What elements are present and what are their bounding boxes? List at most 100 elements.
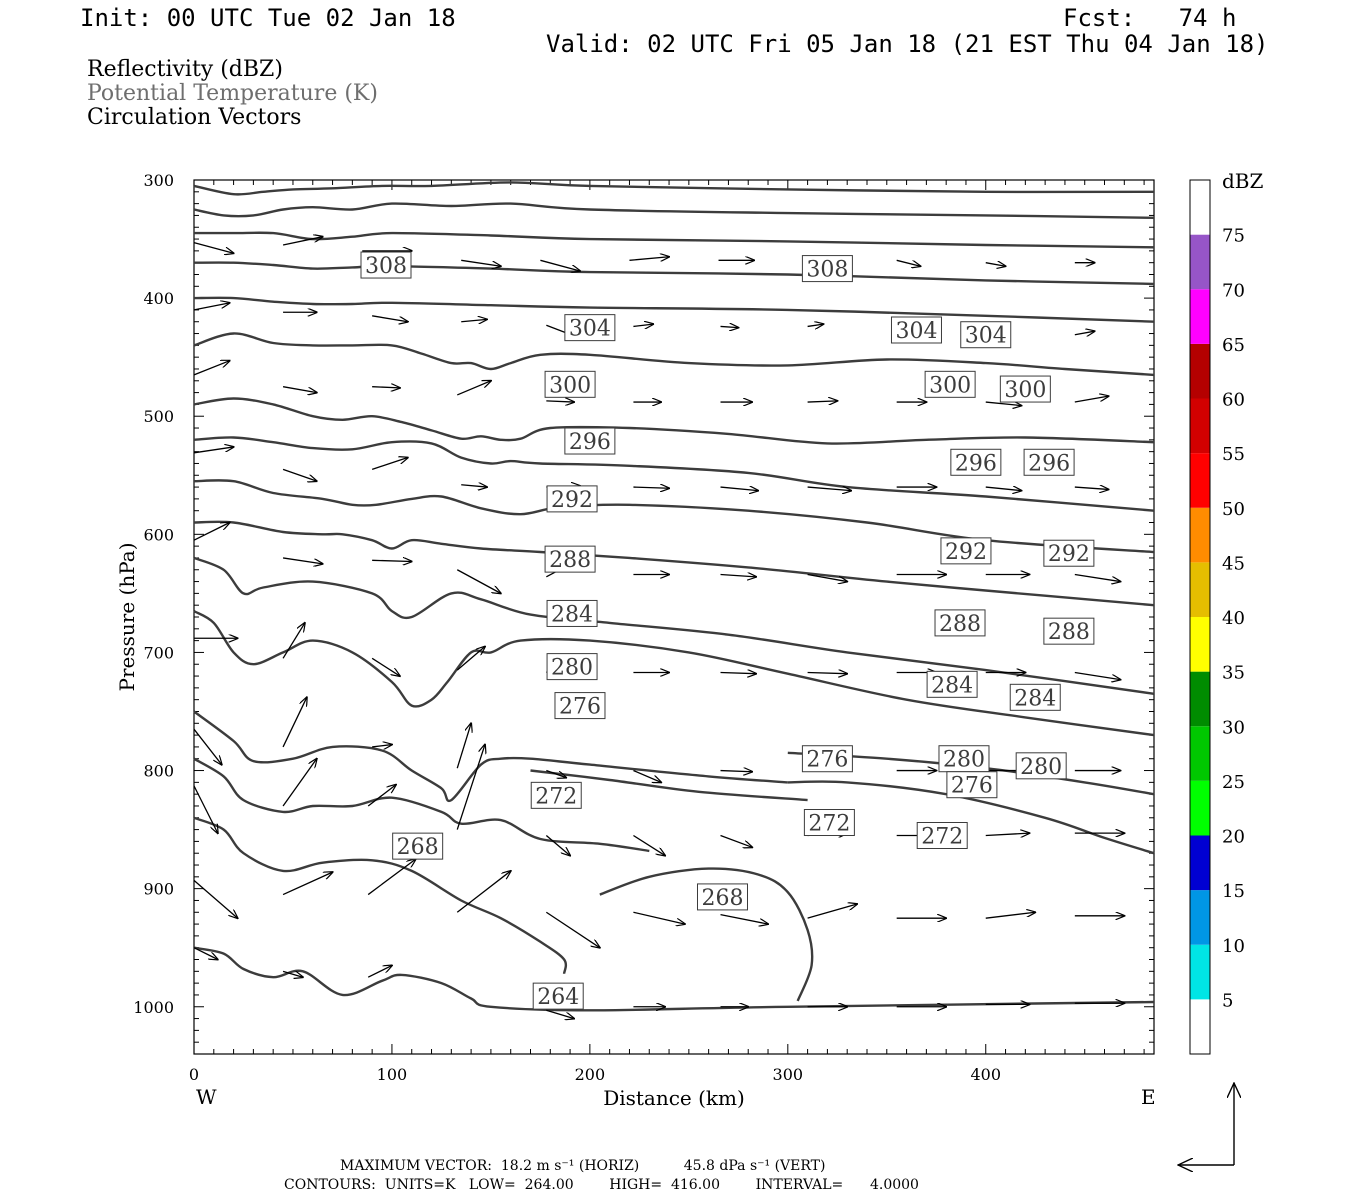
colorbar-label: 25 xyxy=(1222,772,1245,793)
contour-label: 296 xyxy=(955,451,997,476)
contour-label-box xyxy=(803,809,855,837)
circulation-vector xyxy=(985,833,1030,835)
theta-contour-324 xyxy=(193,181,1155,196)
circulation-vector xyxy=(282,759,317,807)
circulation-vector xyxy=(720,673,757,674)
contour-label-box xyxy=(1023,448,1075,476)
contour-label: 308 xyxy=(806,258,848,283)
contour-label-box xyxy=(564,427,616,455)
circulation-vector xyxy=(633,769,661,783)
colorbar-swatch xyxy=(1190,343,1210,399)
colorbar-swatch xyxy=(1190,453,1210,508)
contour-label: 268 xyxy=(397,835,439,860)
colorbar-unit: dBZ xyxy=(1222,169,1264,193)
circulation-vector xyxy=(807,673,848,674)
circulation-vector xyxy=(1074,331,1095,335)
theta-contour-312 xyxy=(193,261,1155,286)
x-tick-label: 300 xyxy=(773,1065,804,1084)
circulation-vector xyxy=(807,401,838,402)
circulation-vector xyxy=(456,723,471,769)
contour-label-box xyxy=(530,781,582,809)
colorbar-swatch xyxy=(1190,890,1210,945)
contour-label: 304 xyxy=(965,324,1007,349)
y-axis-label: Pressure (hPa) xyxy=(115,543,139,692)
circulation-vector xyxy=(461,259,501,266)
colorbar-swatch xyxy=(1190,562,1210,617)
circulation-vector xyxy=(985,912,1035,919)
colorbar-swatch xyxy=(1190,289,1210,344)
circulation-vector xyxy=(367,965,392,978)
x-tick-label: 400 xyxy=(970,1065,1001,1084)
legend-circulation-vectors: Circulation Vectors xyxy=(87,105,302,130)
circulation-vector xyxy=(367,785,396,807)
theta-contour-308 xyxy=(193,296,1155,323)
colorbar-swatch xyxy=(1190,617,1210,672)
circulation-vector xyxy=(193,241,234,254)
circulation-vector xyxy=(461,319,487,321)
contour-label-box xyxy=(1043,617,1095,645)
contour-label: 280 xyxy=(551,656,593,681)
contour-label-box xyxy=(360,251,412,279)
tick-labels: 0 100 200 300 400 300 400 500 600 700 800 900 1000 xyxy=(133,171,1001,1084)
circulation-vector xyxy=(633,911,684,924)
legend-potential-temperature: Potential Temperature (K) xyxy=(87,81,378,106)
colorbar-swatch xyxy=(1190,671,1210,727)
colorbar-frame xyxy=(1189,179,1211,1055)
contour-label: 292 xyxy=(1048,542,1090,567)
colorbar-swatch xyxy=(1190,180,1210,235)
contour-label: 264 xyxy=(537,985,579,1010)
circulation-vector xyxy=(282,970,303,977)
colorbar-swatch xyxy=(1190,944,1210,1000)
circulation-vector xyxy=(456,871,510,913)
theta-contours xyxy=(193,181,1155,1012)
colorbar-label: 15 xyxy=(1222,881,1245,902)
x-axis-label: Distance (km) xyxy=(603,1086,745,1110)
circulation-vector xyxy=(193,361,230,376)
circulation-vector xyxy=(985,263,1006,267)
colorbar-label: 40 xyxy=(1222,608,1245,629)
contour-label: 272 xyxy=(808,812,850,837)
circulation-vectors xyxy=(193,237,1124,1019)
circulation-vector xyxy=(282,386,317,393)
circulation-vector xyxy=(720,574,757,576)
theta-contour-268 xyxy=(599,867,814,1002)
circulation-vector xyxy=(193,785,218,833)
circulation-vector xyxy=(193,447,234,454)
contour-label-box xyxy=(924,370,976,398)
circulation-vector xyxy=(193,879,238,918)
contour-label: 296 xyxy=(1028,451,1070,476)
circulation-vector xyxy=(1074,573,1121,581)
circulation-vector xyxy=(540,259,580,271)
circulation-vector xyxy=(1074,671,1121,680)
circulation-vector xyxy=(633,324,653,326)
circulation-vector xyxy=(193,728,222,764)
contours-note: CONTOURS: UNITS=K LOW= 264.00 HIGH= 416.… xyxy=(284,1177,919,1193)
contour-label-box xyxy=(926,670,978,698)
circulation-vector xyxy=(546,401,574,402)
reference-vector-icon xyxy=(1178,1083,1234,1165)
contour-label: 304 xyxy=(895,319,937,344)
theta-contour-304 xyxy=(193,332,1155,377)
colorbar-label: 5 xyxy=(1222,990,1233,1011)
circulation-vector xyxy=(282,237,323,246)
colorbar-label: 65 xyxy=(1222,335,1245,356)
contour-label: 292 xyxy=(945,540,987,565)
contour-label: 288 xyxy=(939,612,981,637)
theta-contour-292 xyxy=(193,479,1155,554)
colorbar-swatch xyxy=(1190,234,1210,290)
circulation-vector xyxy=(371,458,408,470)
circulation-vector xyxy=(282,697,307,748)
circulation-vector xyxy=(720,487,759,491)
contour-label-box xyxy=(546,485,598,513)
colorbar: 75 70 65 60 55 50 45 40 35 30 25 20 15 10 5 xyxy=(1189,179,1245,1055)
contour-label: 272 xyxy=(921,825,963,850)
circulation-vector xyxy=(720,771,753,772)
valid-time: Valid: 02 UTC Fri 05 Jan 18 (21 EST Thu … xyxy=(546,30,1269,58)
forecast-hour: Fcst: 74 h xyxy=(1063,4,1237,32)
colorbar-label: 75 xyxy=(1222,226,1245,247)
circulation-vector xyxy=(193,947,218,960)
colorbar-label: 20 xyxy=(1222,827,1245,848)
contour-label: 300 xyxy=(549,373,591,398)
circulation-vector xyxy=(193,303,230,311)
circulation-vector xyxy=(372,560,412,561)
